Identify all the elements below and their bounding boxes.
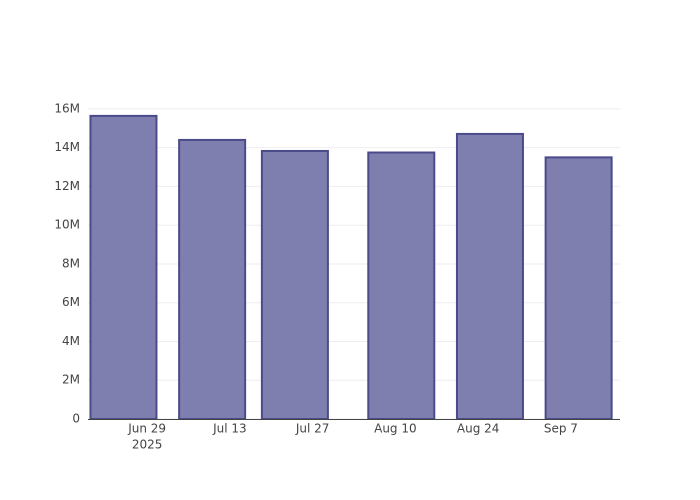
bar xyxy=(260,149,329,420)
y-tick-label: 16M xyxy=(54,101,80,115)
x-tick-label: Sep 7 xyxy=(544,422,578,436)
y-tick-label: 2M xyxy=(62,373,80,387)
y-tick-label: 12M xyxy=(54,179,80,193)
y-tick-label: 14M xyxy=(54,140,80,154)
y-tick-label: 4M xyxy=(62,334,80,348)
bar xyxy=(178,138,247,420)
x-tick-label: Jun 29 xyxy=(127,422,166,436)
x-tick-label: 2025 xyxy=(132,438,163,452)
x-tick-label: Aug 24 xyxy=(457,422,500,436)
x-tick-label: Jul 13 xyxy=(212,422,247,436)
y-tick-label: 6M xyxy=(62,295,80,309)
x-tick-label: Aug 10 xyxy=(374,422,417,436)
x-tick-label: Jul 27 xyxy=(295,422,330,436)
bar xyxy=(367,151,436,420)
bar xyxy=(544,156,613,421)
bar xyxy=(89,114,158,421)
y-tick-label: 0 xyxy=(72,412,80,426)
y-tick-label: 10M xyxy=(54,218,80,232)
bar xyxy=(455,132,524,420)
y-tick-label: 8M xyxy=(62,256,80,270)
